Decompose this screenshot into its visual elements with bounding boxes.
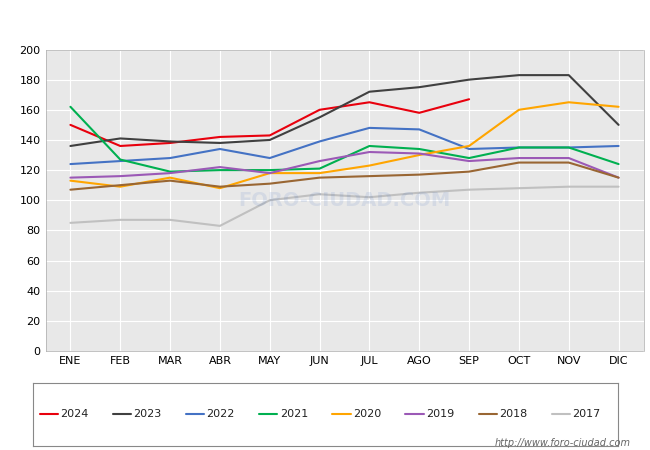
Text: 2024: 2024 xyxy=(60,409,88,419)
Text: 2017: 2017 xyxy=(572,409,601,419)
Text: http://www.foro-ciudad.com: http://www.foro-ciudad.com xyxy=(495,438,630,448)
Text: FORO-CIUDAD.COM: FORO-CIUDAD.COM xyxy=(239,191,450,210)
Text: 2019: 2019 xyxy=(426,409,454,419)
Text: 2022: 2022 xyxy=(207,409,235,419)
Text: 2023: 2023 xyxy=(133,409,162,419)
Text: Afiliados en Belvís de Monroy a 30/9/2024: Afiliados en Belvís de Monroy a 30/9/202… xyxy=(157,12,493,28)
Text: 2018: 2018 xyxy=(499,409,527,419)
Text: 2021: 2021 xyxy=(280,409,308,419)
Text: 2020: 2020 xyxy=(353,409,381,419)
